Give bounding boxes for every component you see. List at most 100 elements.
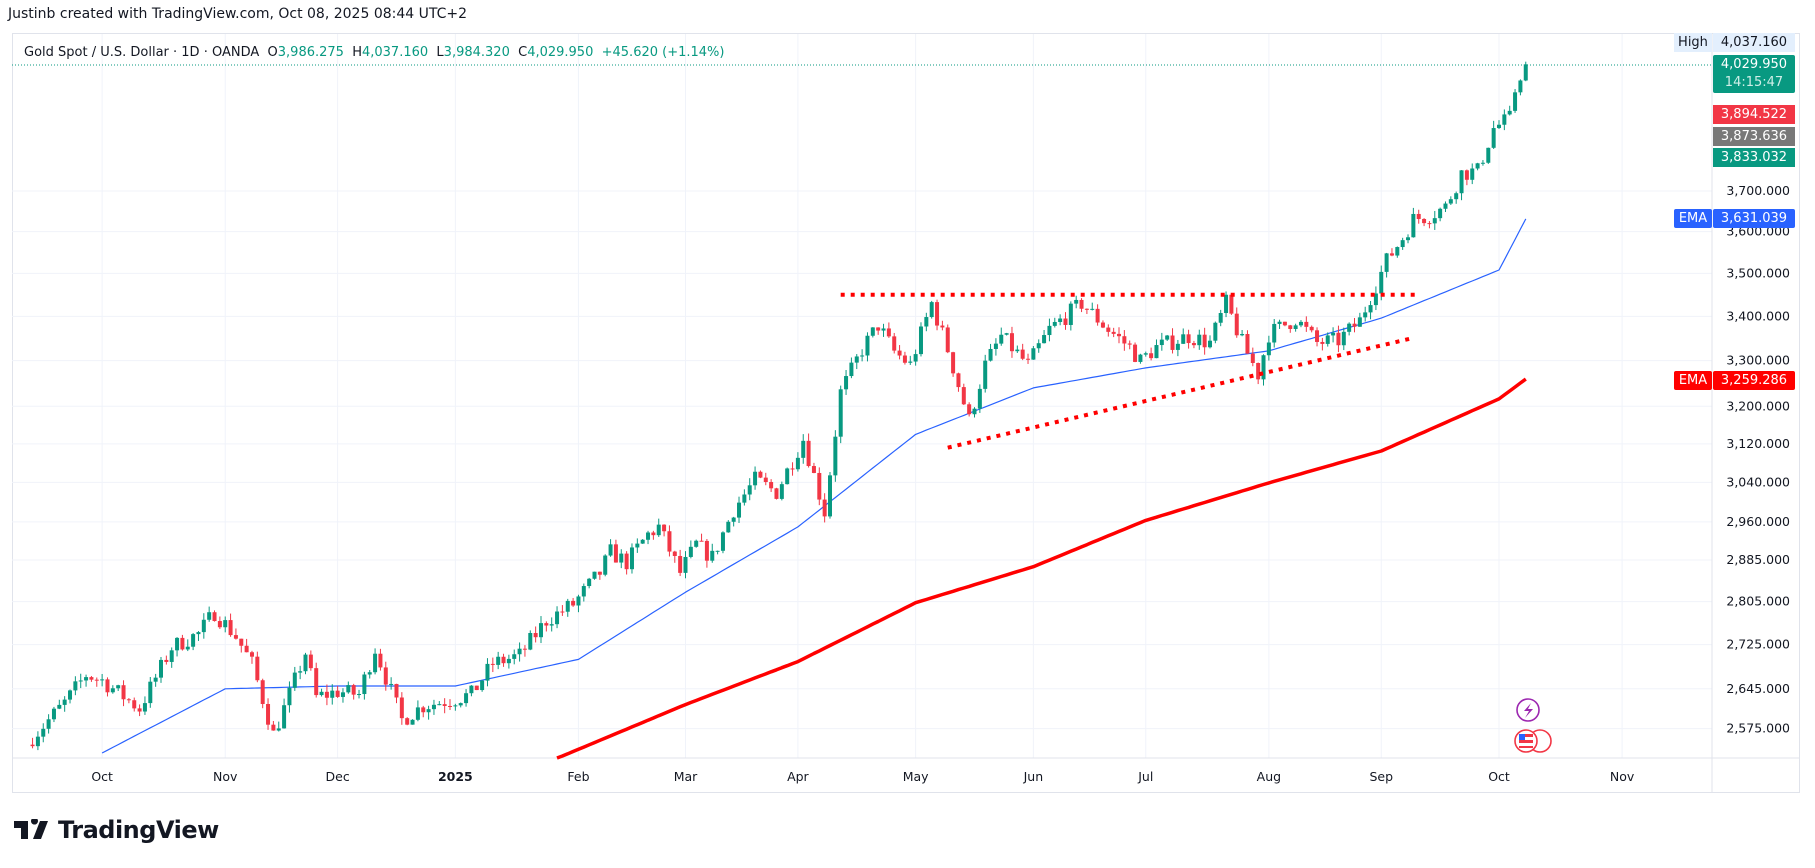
candle[interactable] [485, 658, 490, 687]
candle[interactable] [688, 540, 693, 559]
candle[interactable] [1261, 354, 1266, 386]
candle[interactable] [442, 698, 447, 714]
candle[interactable] [999, 327, 1004, 346]
candle[interactable] [1079, 298, 1084, 313]
candle[interactable] [694, 539, 699, 548]
candle[interactable] [57, 699, 62, 710]
candle[interactable] [1218, 309, 1223, 327]
candle[interactable] [1272, 318, 1277, 348]
candle[interactable] [1229, 294, 1234, 315]
candle[interactable] [758, 470, 763, 479]
candle[interactable] [217, 616, 222, 629]
candle[interactable] [1020, 343, 1025, 361]
candle[interactable] [1111, 327, 1116, 338]
candle[interactable] [560, 605, 565, 616]
candle[interactable] [244, 638, 249, 653]
candle[interactable] [565, 598, 570, 617]
candle[interactable] [448, 699, 453, 711]
candle[interactable] [1117, 327, 1122, 344]
candle[interactable] [1133, 342, 1138, 363]
us-flag-event-icon[interactable] [1514, 729, 1552, 753]
candle[interactable] [1207, 335, 1212, 349]
candle[interactable] [116, 684, 121, 691]
candle[interactable] [501, 653, 506, 667]
candle[interactable] [1266, 335, 1271, 361]
candle[interactable] [790, 462, 795, 476]
candle[interactable] [1464, 169, 1469, 186]
candle[interactable] [480, 679, 485, 692]
candle[interactable] [640, 539, 645, 544]
candle[interactable] [282, 698, 287, 729]
candle[interactable] [908, 355, 913, 365]
candle[interactable] [223, 616, 228, 633]
candle[interactable] [576, 594, 581, 613]
candle[interactable] [715, 550, 720, 555]
candle[interactable] [533, 626, 538, 643]
candle[interactable] [683, 551, 688, 579]
candle[interactable] [592, 571, 597, 580]
candle[interactable] [1197, 329, 1202, 350]
candle[interactable] [1159, 332, 1164, 351]
candle[interactable] [678, 549, 683, 577]
candle[interactable] [207, 606, 212, 622]
candle[interactable] [1293, 323, 1298, 332]
candle[interactable] [1448, 196, 1453, 205]
candle[interactable] [46, 714, 51, 734]
candle[interactable] [1277, 319, 1282, 329]
candle[interactable] [522, 645, 527, 657]
candle[interactable] [1309, 325, 1314, 333]
candle[interactable] [271, 720, 276, 731]
candle[interactable] [1475, 162, 1480, 171]
candle[interactable] [817, 467, 822, 506]
candle[interactable] [1127, 340, 1132, 350]
candle[interactable] [405, 717, 410, 726]
candle[interactable] [137, 704, 142, 717]
candle[interactable] [421, 705, 426, 718]
candle[interactable] [897, 345, 902, 360]
candle[interactable] [672, 550, 677, 563]
candle[interactable] [662, 524, 667, 537]
candle[interactable] [1256, 362, 1261, 385]
economic-event-icon[interactable] [1516, 698, 1540, 722]
candle[interactable] [865, 332, 870, 362]
candle[interactable] [239, 638, 244, 653]
candle[interactable] [1074, 295, 1079, 309]
chart-frame[interactable] [12, 33, 1800, 793]
candle[interactable] [496, 651, 501, 670]
candle[interactable] [742, 489, 747, 506]
candle[interactable] [870, 327, 875, 338]
candle[interactable] [1165, 334, 1170, 341]
candle[interactable] [913, 349, 918, 366]
candle[interactable] [699, 533, 704, 542]
candle[interactable] [988, 343, 993, 362]
candle[interactable] [1191, 340, 1196, 349]
candle[interactable] [795, 452, 800, 472]
candle[interactable] [849, 357, 854, 379]
candle[interactable] [608, 539, 613, 557]
candle[interactable] [1202, 327, 1207, 355]
candle[interactable] [1406, 234, 1411, 244]
candle[interactable] [1052, 317, 1057, 328]
candle[interactable] [506, 654, 511, 669]
candle[interactable] [1154, 339, 1159, 359]
tradingview-logo[interactable]: TradingView [14, 816, 219, 844]
candle[interactable] [581, 583, 586, 602]
candle[interactable] [437, 701, 442, 706]
candle[interactable] [806, 433, 811, 468]
candle[interactable] [629, 543, 634, 574]
candle[interactable] [233, 628, 238, 640]
candle[interactable] [1042, 329, 1047, 344]
candle[interactable] [1068, 301, 1073, 331]
candle[interactable] [276, 721, 281, 732]
candle[interactable] [185, 639, 190, 652]
candle[interactable] [164, 655, 169, 665]
candle[interactable] [357, 689, 362, 699]
candle[interactable] [142, 696, 147, 715]
candle[interactable] [1122, 330, 1127, 351]
candle[interactable] [1432, 210, 1437, 230]
candle[interactable] [126, 698, 131, 704]
candle[interactable] [84, 674, 89, 687]
candle[interactable] [389, 677, 394, 690]
candle[interactable] [212, 610, 217, 622]
candle[interactable] [1175, 339, 1180, 357]
